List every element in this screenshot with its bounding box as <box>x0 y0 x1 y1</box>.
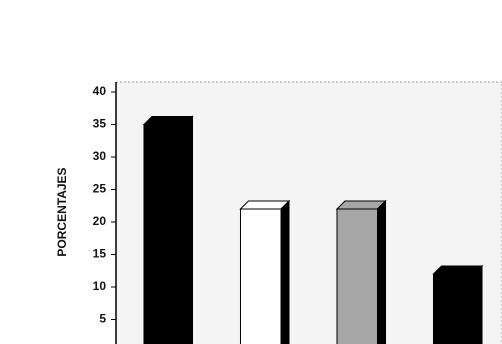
bar <box>336 208 379 344</box>
bar <box>239 208 282 344</box>
y-tick-label: 30 <box>93 149 107 163</box>
y-tick-label: 10 <box>93 279 107 293</box>
y-axis-title: PORCENTAJES <box>55 167 69 256</box>
bar-side <box>377 199 387 344</box>
y-tick-label: 40 <box>93 84 107 98</box>
y-tick-label: 25 <box>93 182 107 196</box>
y-tick-label: 35 <box>93 117 107 131</box>
y-tick-label: 20 <box>93 214 107 228</box>
bar-side <box>473 264 483 344</box>
bar-side <box>280 199 290 344</box>
bar <box>143 124 186 344</box>
bar <box>432 273 475 344</box>
y-tick-label: 15 <box>93 247 107 261</box>
y-tick-label: 5 <box>99 312 106 326</box>
bar-side <box>184 115 194 344</box>
